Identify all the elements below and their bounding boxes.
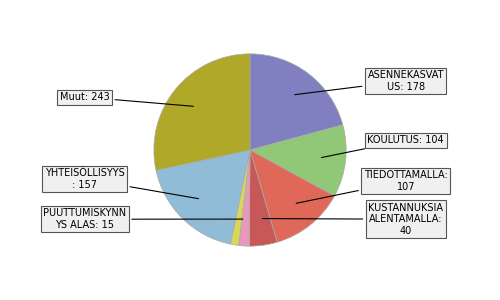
Wedge shape bbox=[250, 125, 346, 196]
Text: PUUTTUMISKYNN
YS ALAS: 15: PUUTTUMISKYNN YS ALAS: 15 bbox=[43, 208, 243, 230]
Text: ASENNEKASVAT
US: 178: ASENNEKASVAT US: 178 bbox=[295, 70, 444, 95]
Wedge shape bbox=[250, 54, 343, 150]
Wedge shape bbox=[250, 150, 277, 246]
Wedge shape bbox=[238, 150, 250, 246]
Text: KUSTANNUKSIA
ALENTAMALLA:
40: KUSTANNUKSIA ALENTAMALLA: 40 bbox=[262, 202, 444, 236]
Wedge shape bbox=[154, 54, 250, 170]
Text: TIEDOTTAMALLA:
107: TIEDOTTAMALLA: 107 bbox=[296, 170, 448, 203]
Text: Muut: 243: Muut: 243 bbox=[60, 92, 194, 106]
Text: KOULUTUS: 104: KOULUTUS: 104 bbox=[322, 135, 444, 158]
Text: YHTEISÖLLISYYS
: 157: YHTEISÖLLISYYS : 157 bbox=[44, 168, 199, 199]
Wedge shape bbox=[230, 150, 250, 245]
Wedge shape bbox=[250, 150, 334, 242]
Wedge shape bbox=[156, 150, 250, 244]
